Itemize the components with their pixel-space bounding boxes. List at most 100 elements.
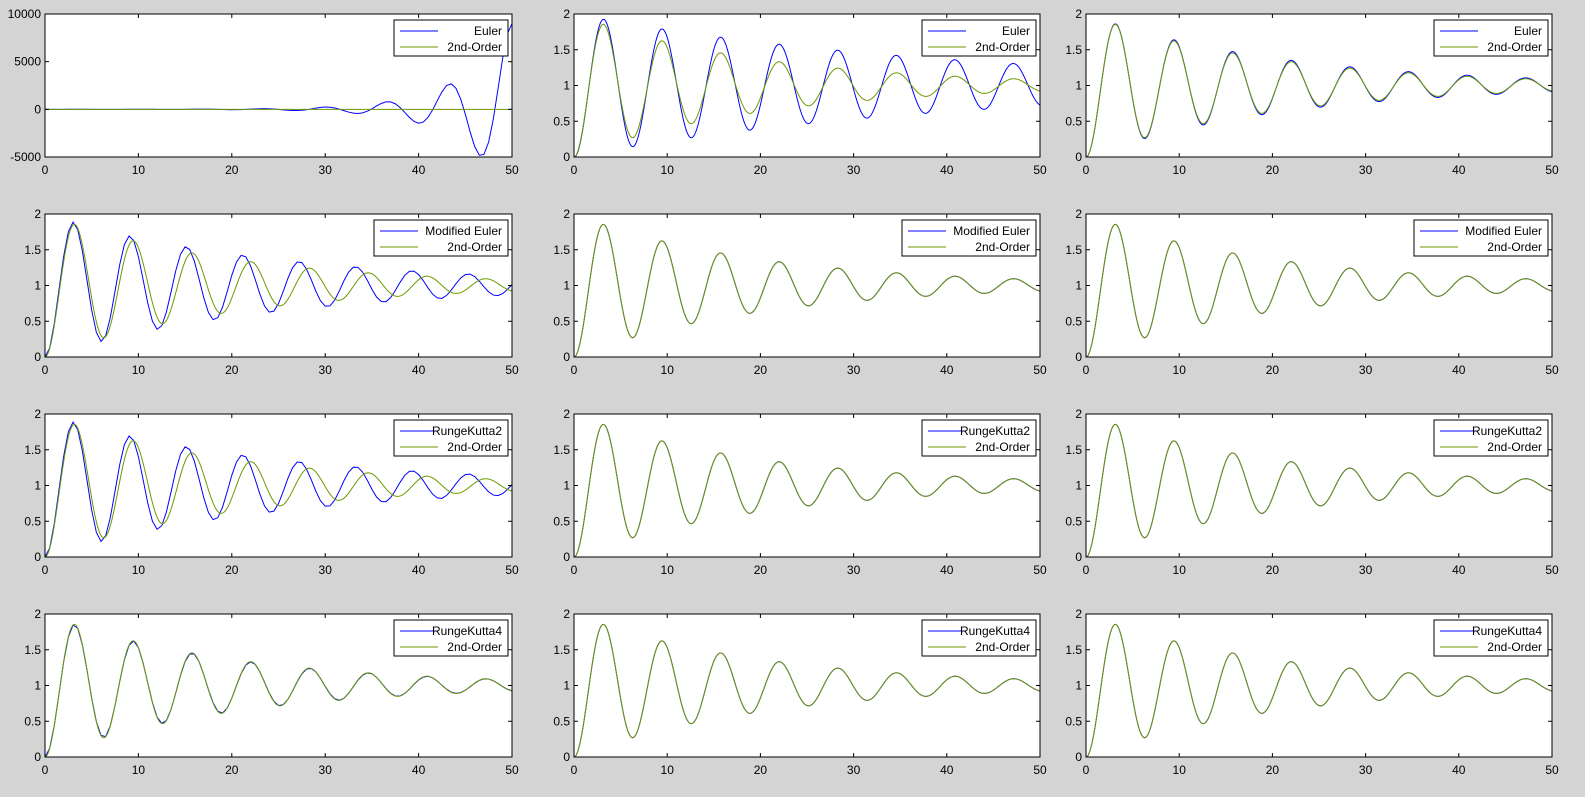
- y-tick-label: 0: [34, 350, 41, 364]
- y-tick-label: 1.5: [1065, 43, 1082, 57]
- y-tick-label: 2: [1075, 207, 1082, 221]
- x-tick-label: 30: [1359, 563, 1373, 577]
- x-tick-label: 50: [505, 363, 519, 377]
- legend-label: Euler: [474, 24, 502, 38]
- x-tick-label: 10: [661, 563, 675, 577]
- x-tick-label: 20: [225, 763, 239, 777]
- y-tick-label: 10000: [8, 7, 42, 21]
- legend-label: 2nd-Order: [975, 40, 1030, 54]
- y-tick-label: 2: [34, 607, 41, 621]
- y-tick-label: 2: [1075, 7, 1082, 21]
- x-tick-label: 10: [1173, 363, 1187, 377]
- x-tick-label: 40: [1452, 763, 1466, 777]
- x-tick-label: 50: [1033, 363, 1047, 377]
- legend-label: RungeKutta4: [432, 624, 502, 638]
- x-tick-label: 10: [661, 163, 675, 177]
- x-tick-label: 50: [1545, 763, 1559, 777]
- x-tick-label: 40: [940, 363, 954, 377]
- legend-label: 2nd-Order: [447, 240, 502, 254]
- y-tick-label: 0.5: [1065, 714, 1082, 728]
- y-tick-label: 0: [1075, 350, 1082, 364]
- y-tick-label: 0: [34, 102, 41, 116]
- y-tick-label: 5000: [14, 55, 41, 69]
- x-tick-label: 20: [1266, 163, 1280, 177]
- x-tick-label: 50: [505, 763, 519, 777]
- y-tick-label: 1: [1075, 279, 1082, 293]
- y-tick-label: 0.5: [553, 514, 570, 528]
- y-tick-label: 1: [563, 279, 570, 293]
- legend-label: 2nd-Order: [975, 440, 1030, 454]
- x-tick-label: 20: [225, 563, 239, 577]
- y-tick-label: 1.5: [1065, 443, 1082, 457]
- legend-label: Euler: [1514, 24, 1542, 38]
- y-tick-label: 2: [563, 7, 570, 21]
- legend-label: RungeKutta4: [960, 624, 1030, 638]
- y-tick-label: 0: [34, 750, 41, 764]
- y-tick-label: 0: [34, 550, 41, 564]
- x-tick-label: 20: [1266, 763, 1280, 777]
- x-tick-label: 40: [1452, 363, 1466, 377]
- x-tick-label: 10: [132, 563, 146, 577]
- y-tick-label: 1.5: [553, 643, 570, 657]
- y-tick-label: 2: [1075, 407, 1082, 421]
- x-tick-label: 40: [412, 563, 426, 577]
- legend-label: RungeKutta4: [1472, 624, 1542, 638]
- x-tick-label: 0: [571, 163, 578, 177]
- legend-label: 2nd-Order: [975, 240, 1030, 254]
- y-tick-label: 1.5: [553, 443, 570, 457]
- x-tick-label: 10: [132, 163, 146, 177]
- y-tick-label: 0: [563, 550, 570, 564]
- x-tick-label: 30: [319, 763, 333, 777]
- x-tick-label: 10: [1173, 763, 1187, 777]
- x-tick-label: 50: [505, 163, 519, 177]
- x-tick-label: 30: [319, 563, 333, 577]
- y-tick-label: 0: [563, 750, 570, 764]
- x-tick-label: 30: [1359, 763, 1373, 777]
- y-tick-label: 1.5: [1065, 643, 1082, 657]
- x-tick-label: 40: [940, 163, 954, 177]
- x-tick-label: 10: [661, 763, 675, 777]
- y-tick-label: 2: [34, 207, 41, 221]
- x-tick-label: 10: [1173, 563, 1187, 577]
- y-tick-label: 1: [34, 479, 41, 493]
- y-tick-label: 0.5: [553, 714, 570, 728]
- x-tick-label: 20: [1266, 563, 1280, 577]
- legend-label: 2nd-Order: [975, 640, 1030, 654]
- x-tick-label: 40: [412, 163, 426, 177]
- x-tick-label: 20: [754, 763, 768, 777]
- x-tick-label: 0: [1083, 163, 1090, 177]
- legend-label: 2nd-Order: [447, 440, 502, 454]
- x-tick-label: 50: [1545, 163, 1559, 177]
- y-tick-label: 1.5: [24, 643, 41, 657]
- y-tick-label: 0.5: [24, 714, 41, 728]
- x-tick-label: 20: [754, 563, 768, 577]
- y-tick-label: 1: [34, 679, 41, 693]
- x-tick-label: 30: [847, 763, 861, 777]
- y-tick-label: 0.5: [553, 114, 570, 128]
- y-tick-label: 2: [34, 407, 41, 421]
- x-tick-label: 30: [847, 363, 861, 377]
- y-tick-label: 0.5: [1065, 314, 1082, 328]
- x-tick-label: 50: [1545, 563, 1559, 577]
- x-tick-label: 30: [319, 363, 333, 377]
- legend-label: RungeKutta2: [960, 424, 1030, 438]
- x-tick-label: 0: [1083, 763, 1090, 777]
- x-tick-label: 0: [1083, 363, 1090, 377]
- x-tick-label: 30: [847, 563, 861, 577]
- y-tick-label: 1.5: [24, 443, 41, 457]
- legend-label: RungeKutta2: [1472, 424, 1542, 438]
- x-tick-label: 0: [571, 763, 578, 777]
- y-tick-label: 2: [563, 607, 570, 621]
- x-tick-label: 40: [412, 763, 426, 777]
- legend-label: Modified Euler: [1465, 224, 1542, 238]
